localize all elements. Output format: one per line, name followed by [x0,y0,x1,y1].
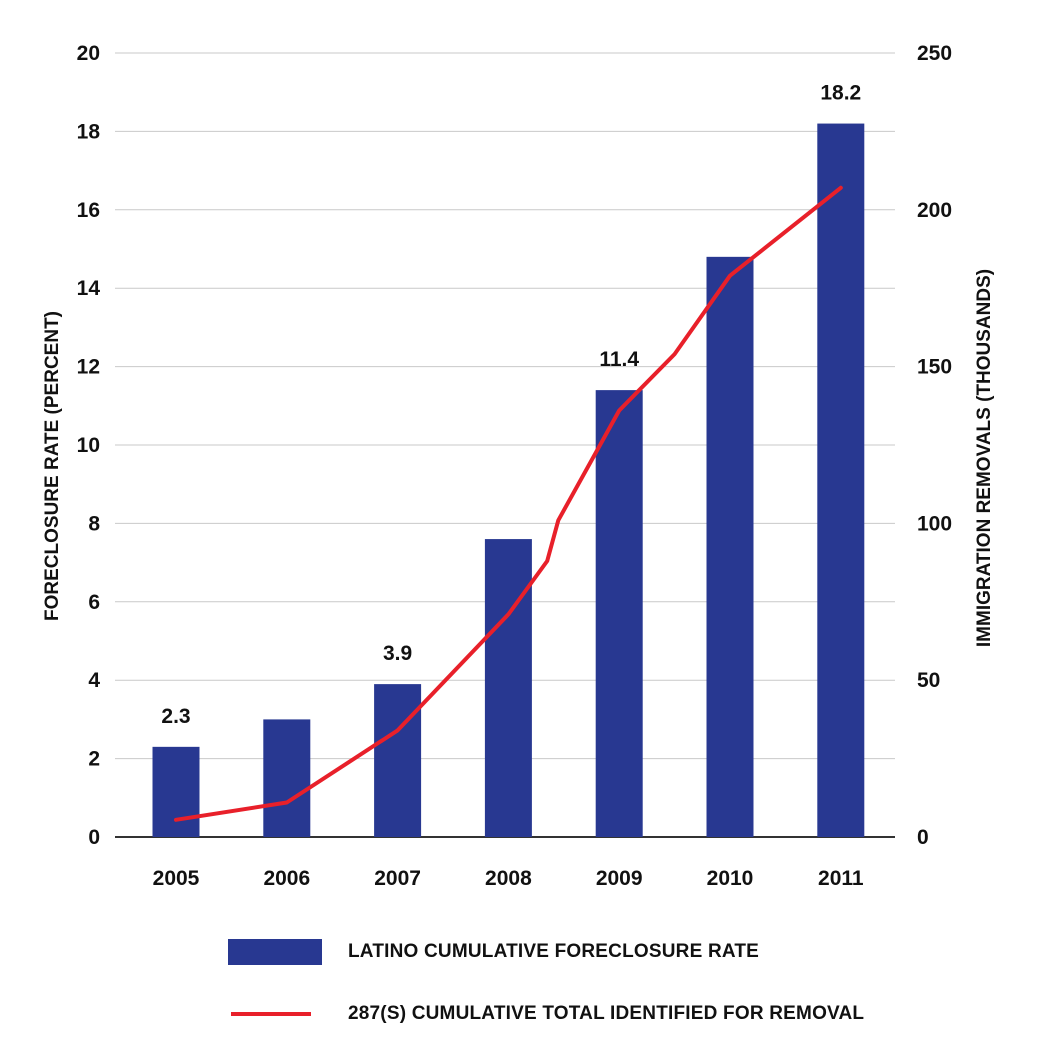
left-tick-label: 4 [88,669,100,692]
left-tick-label: 18 [77,120,101,143]
x-axis-ticks: 2005 2006 2007 2008 2009 2010 2011 [153,867,864,890]
right-tick-label: 100 [917,512,952,535]
bar-value-label: 3.9 [383,642,412,665]
left-tick-label: 8 [88,512,100,535]
right-tick-label: 50 [917,669,940,692]
left-tick-label: 2 [88,748,100,771]
left-tick-label: 16 [77,199,100,222]
bar [485,539,532,837]
legend-item-line: 287(S) CUMULATIVE TOTAL IDENTIFIED FOR R… [228,997,928,1031]
left-axis-ticks: 0 2 4 6 8 10 12 14 16 18 20 [77,42,101,849]
bar-value-label: 2.3 [161,705,190,728]
right-tick-label: 0 [917,826,929,849]
legend: LATINO CUMULATIVE FORECLOSURE RATE 287(S… [228,935,928,1059]
bar [817,124,864,837]
x-tick-label: 2009 [596,867,643,890]
bar [374,684,421,837]
x-tick-label: 2006 [263,867,310,890]
legend-item-bars: LATINO CUMULATIVE FORECLOSURE RATE [228,935,928,969]
right-tick-label: 200 [917,199,952,222]
legend-line-swatch [231,1012,311,1016]
bar [263,719,310,837]
bar-series [153,124,865,837]
bar [153,747,200,837]
x-tick-label: 2010 [707,867,754,890]
x-tick-label: 2007 [374,867,421,890]
bar [596,390,643,837]
bar [707,257,754,837]
left-tick-label: 12 [77,356,100,379]
y-axis-title-left: FORECLOSURE RATE (PERCENT) [42,311,63,621]
left-tick-label: 6 [88,591,100,614]
legend-line-label: 287(S) CUMULATIVE TOTAL IDENTIFIED FOR R… [348,1003,864,1025]
x-tick-label: 2011 [818,867,864,890]
bar-value-label: 11.4 [599,348,639,371]
y-axis-title-right: IMMIGRATION REMOVALS (THOUSANDS) [974,269,995,647]
bar-value-label: 18.2 [820,82,861,105]
x-tick-label: 2005 [153,867,200,890]
x-tick-label: 2008 [485,867,532,890]
right-axis-ticks: 0 50 100 150 200 250 [917,42,952,849]
legend-bar-swatch [228,939,322,965]
legend-bar-label: LATINO CUMULATIVE FORECLOSURE RATE [348,941,759,963]
right-tick-label: 250 [917,42,952,65]
left-tick-label: 0 [88,826,100,849]
left-tick-label: 14 [77,277,101,300]
left-tick-label: 10 [77,434,100,457]
left-tick-label: 20 [77,42,100,65]
right-tick-label: 150 [917,356,952,379]
